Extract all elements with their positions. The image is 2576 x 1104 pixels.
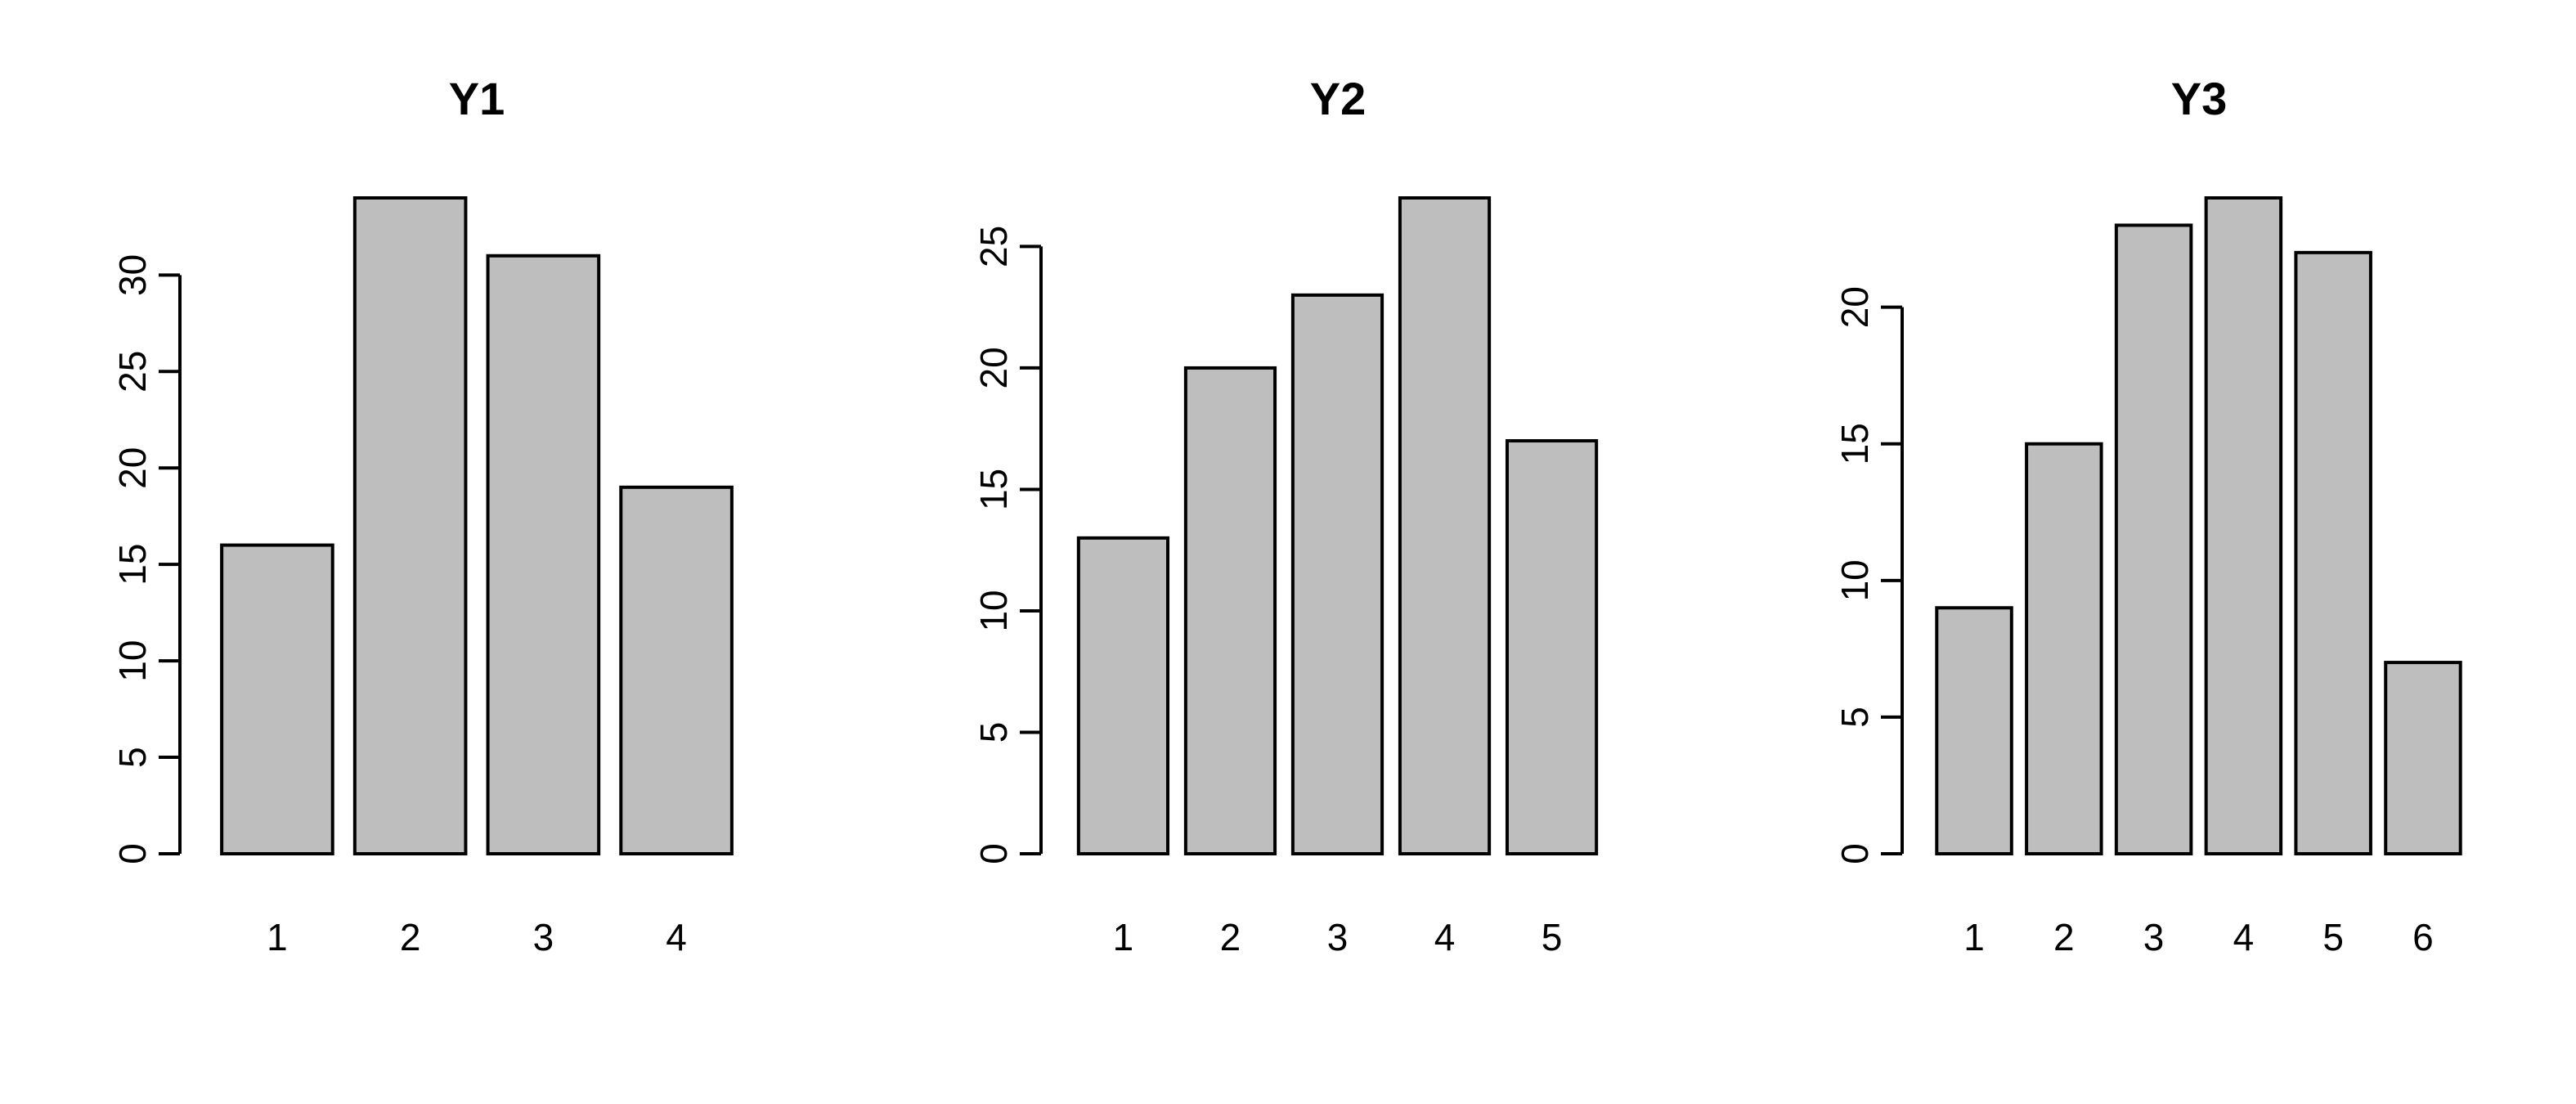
y-tick-label: 30 (111, 254, 154, 296)
x-tick-label: 2 (2053, 916, 2075, 958)
y-tick-label: 0 (1833, 843, 1876, 864)
y-tick-label: 25 (972, 226, 1015, 267)
x-tick-label: 3 (533, 916, 554, 958)
y-tick-label: 0 (972, 843, 1015, 864)
bar-3 (486, 254, 601, 855)
y-tick-label: 20 (972, 347, 1015, 388)
chart-panel-3: Y3 1 2 3 4 5 6 0 5 10 15 20 (1833, 73, 2462, 958)
bar-5 (1505, 439, 1599, 855)
chart-panel-2: Y2 1 2 3 4 5 0 5 10 15 20 25 (972, 73, 1599, 958)
y-tick-label: 5 (111, 747, 154, 768)
y-tick-label: 0 (111, 843, 154, 864)
x-tick-label: 1 (1113, 916, 1134, 958)
y-tick-label: 20 (1833, 286, 1876, 328)
bar-2 (352, 196, 468, 855)
x-tick-label: 2 (400, 916, 421, 958)
chart-title: Y3 (2171, 73, 2228, 124)
x-tick-label: 5 (1542, 916, 1563, 958)
chart-title: Y2 (1310, 73, 1367, 124)
y-tick-label: 15 (111, 544, 154, 586)
chart-panel-1: Y1 1 2 3 4 0 5 10 15 20 25 30 (111, 73, 734, 958)
x-tick-label: 2 (1220, 916, 1241, 958)
x-tick-label: 3 (1327, 916, 1349, 958)
y-tick-label: 5 (972, 722, 1015, 743)
x-tick-label: 6 (2412, 916, 2434, 958)
y-tick-label: 10 (1833, 559, 1876, 601)
x-tick-label: 4 (1434, 916, 1456, 958)
bar-3 (1290, 293, 1384, 855)
bar-4 (1398, 196, 1492, 855)
bar-5 (2294, 250, 2372, 856)
bar-1 (220, 543, 334, 856)
y-tick-label: 10 (111, 640, 154, 682)
bar-6 (2384, 661, 2462, 855)
chart-title: Y1 (449, 73, 505, 124)
bar-1 (1935, 606, 2013, 855)
x-tick-label: 4 (2233, 916, 2255, 958)
y-tick-label: 25 (111, 351, 154, 393)
bar-2 (2025, 442, 2103, 855)
y-tick-label: 15 (1833, 423, 1876, 464)
bar-1 (1076, 536, 1170, 856)
y-tick-label: 5 (1833, 707, 1876, 728)
x-tick-label: 5 (2322, 916, 2344, 958)
x-tick-label: 1 (1963, 916, 1985, 958)
y-tick-label: 20 (111, 447, 154, 489)
x-tick-label: 3 (2143, 916, 2165, 958)
x-tick-label: 1 (267, 916, 288, 958)
bar-3 (2114, 223, 2193, 855)
bar-2 (1183, 366, 1277, 856)
y-tick-label: 15 (972, 469, 1015, 510)
y-tick-label: 10 (972, 590, 1015, 631)
bar-4 (2204, 196, 2283, 855)
bar-4 (619, 485, 734, 856)
x-tick-label: 4 (666, 916, 687, 958)
